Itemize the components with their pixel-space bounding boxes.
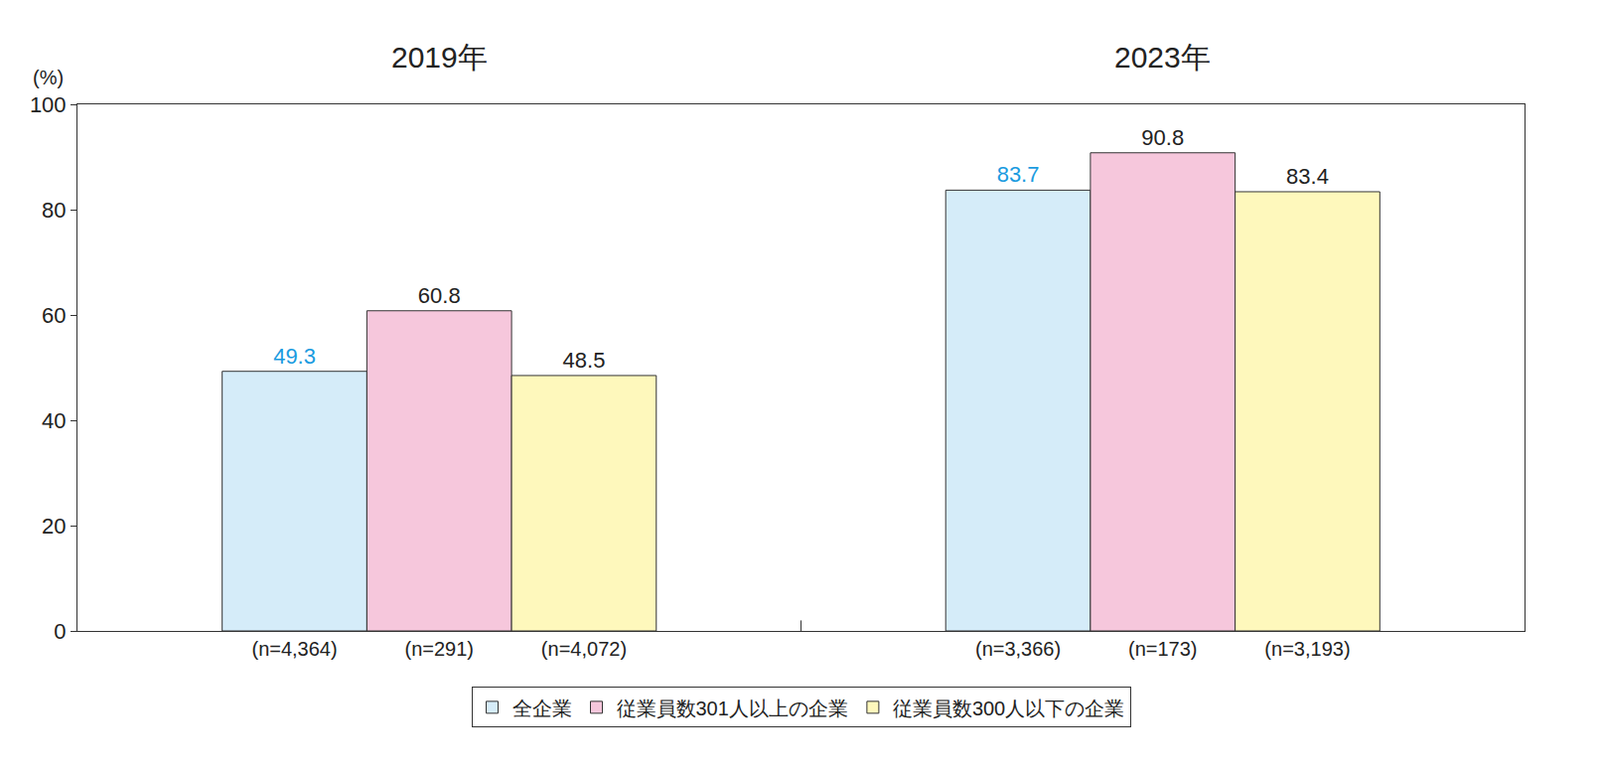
svg-text:(n=173): (n=173) [1128, 637, 1198, 660]
svg-text:83.4: 83.4 [1286, 163, 1329, 189]
svg-text:(%): (%) [32, 66, 64, 89]
svg-text:83.7: 83.7 [997, 161, 1040, 187]
svg-text:(n=4,364): (n=4,364) [251, 637, 337, 660]
svg-text:(n=4,072): (n=4,072) [541, 637, 627, 660]
svg-text:(n=3,366): (n=3,366) [975, 637, 1061, 660]
svg-text:従業員数301人以上の企業: 従業員数301人以上の企業 [616, 697, 849, 720]
svg-text:40: 40 [41, 408, 66, 434]
svg-text:20: 20 [41, 513, 66, 539]
svg-text:60.8: 60.8 [418, 283, 461, 308]
svg-text:(n=3,193): (n=3,193) [1264, 637, 1350, 660]
svg-text:全企業: 全企業 [512, 697, 573, 720]
svg-text:80: 80 [41, 197, 66, 223]
svg-text:2019年: 2019年 [391, 40, 488, 74]
svg-text:60: 60 [41, 302, 66, 328]
svg-text:0: 0 [53, 618, 66, 644]
svg-text:48.5: 48.5 [563, 347, 606, 373]
svg-text:2023年: 2023年 [1114, 40, 1211, 74]
svg-text:従業員数300人以下の企業: 従業員数300人以下の企業 [892, 697, 1125, 720]
svg-text:100: 100 [29, 92, 67, 118]
svg-text:49.3: 49.3 [273, 343, 316, 369]
svg-text:90.8: 90.8 [1141, 125, 1184, 150]
svg-text:(n=291): (n=291) [405, 637, 475, 660]
